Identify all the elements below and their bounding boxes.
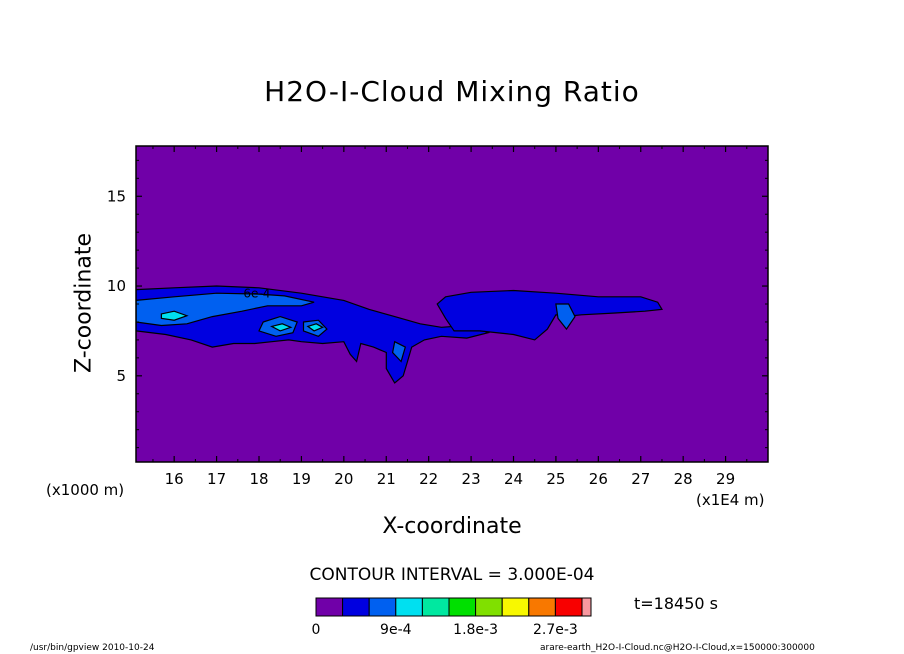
x-tick-label: 22 (419, 470, 438, 488)
colorbar-swatch (475, 597, 503, 617)
x-tick-label: 17 (207, 470, 226, 488)
colorbar-swatch (448, 597, 477, 617)
x-unit-left: (x1000 m) (46, 481, 125, 499)
colorbar-swatch (342, 597, 370, 617)
colorbar-swatch (395, 597, 423, 617)
x-tick-label: 23 (462, 470, 481, 488)
chart-title: H2O-I-Cloud Mixing Ratio (264, 75, 640, 108)
x-tick-label: 26 (589, 470, 608, 488)
colorbar-tick-label: 0 (312, 622, 321, 638)
x-unit-right: (x1E4 m) (696, 491, 765, 509)
contour-region-level-3 (306, 323, 324, 332)
x-tick-label: 19 (292, 470, 311, 488)
colorbar-swatch (501, 597, 530, 617)
x-tick-label: 20 (334, 470, 353, 488)
colorbar-tick-label: 2.7e-3 (533, 622, 578, 638)
footer-right: arare-earth_H2O-I-Cloud.nc@H2O-I-Cloud,x… (540, 643, 815, 653)
colorbar-tick-label: 9e-4 (380, 622, 412, 638)
x-axis-label: X-coordinate (382, 514, 522, 539)
colorbar-swatch (421, 597, 450, 617)
y-axis-label: Z-coordinate (71, 233, 97, 373)
colorbar-swatch (528, 597, 556, 617)
x-tick-label: 29 (716, 470, 735, 488)
contour-inline-label: 6e-4 (243, 287, 270, 301)
y-tick-label: 10 (107, 277, 126, 295)
y-tick-label: 15 (107, 187, 126, 205)
x-tick-label: 25 (546, 470, 565, 488)
x-tick-label: 16 (165, 470, 184, 488)
colorbar-swatch (554, 597, 583, 617)
x-tick-label: 21 (377, 470, 396, 488)
footer-left: /usr/bin/gpview 2010-10-24 (30, 643, 155, 653)
colorbar-swatch (315, 597, 344, 617)
contour-region-level-3 (160, 310, 189, 321)
colorbar-swatch (368, 597, 397, 617)
time-label: t=18450 s (634, 594, 718, 613)
contour-region-level-3 (270, 323, 293, 332)
x-tick-label: 18 (249, 470, 268, 488)
y-tick-label: 5 (116, 367, 126, 385)
colorbar-swatch (581, 597, 592, 617)
contour-region-level-2 (555, 303, 576, 331)
contour-interval-label: CONTOUR INTERVAL = 3.000E-04 (309, 565, 595, 585)
colorbar-tick-label: 1.8e-3 (453, 622, 498, 638)
contour-region-level-2 (391, 340, 407, 363)
x-tick-label: 24 (504, 470, 523, 488)
contour-region-level-1 (436, 289, 663, 341)
x-tick-label: 28 (674, 470, 693, 488)
x-tick-label: 27 (631, 470, 650, 488)
